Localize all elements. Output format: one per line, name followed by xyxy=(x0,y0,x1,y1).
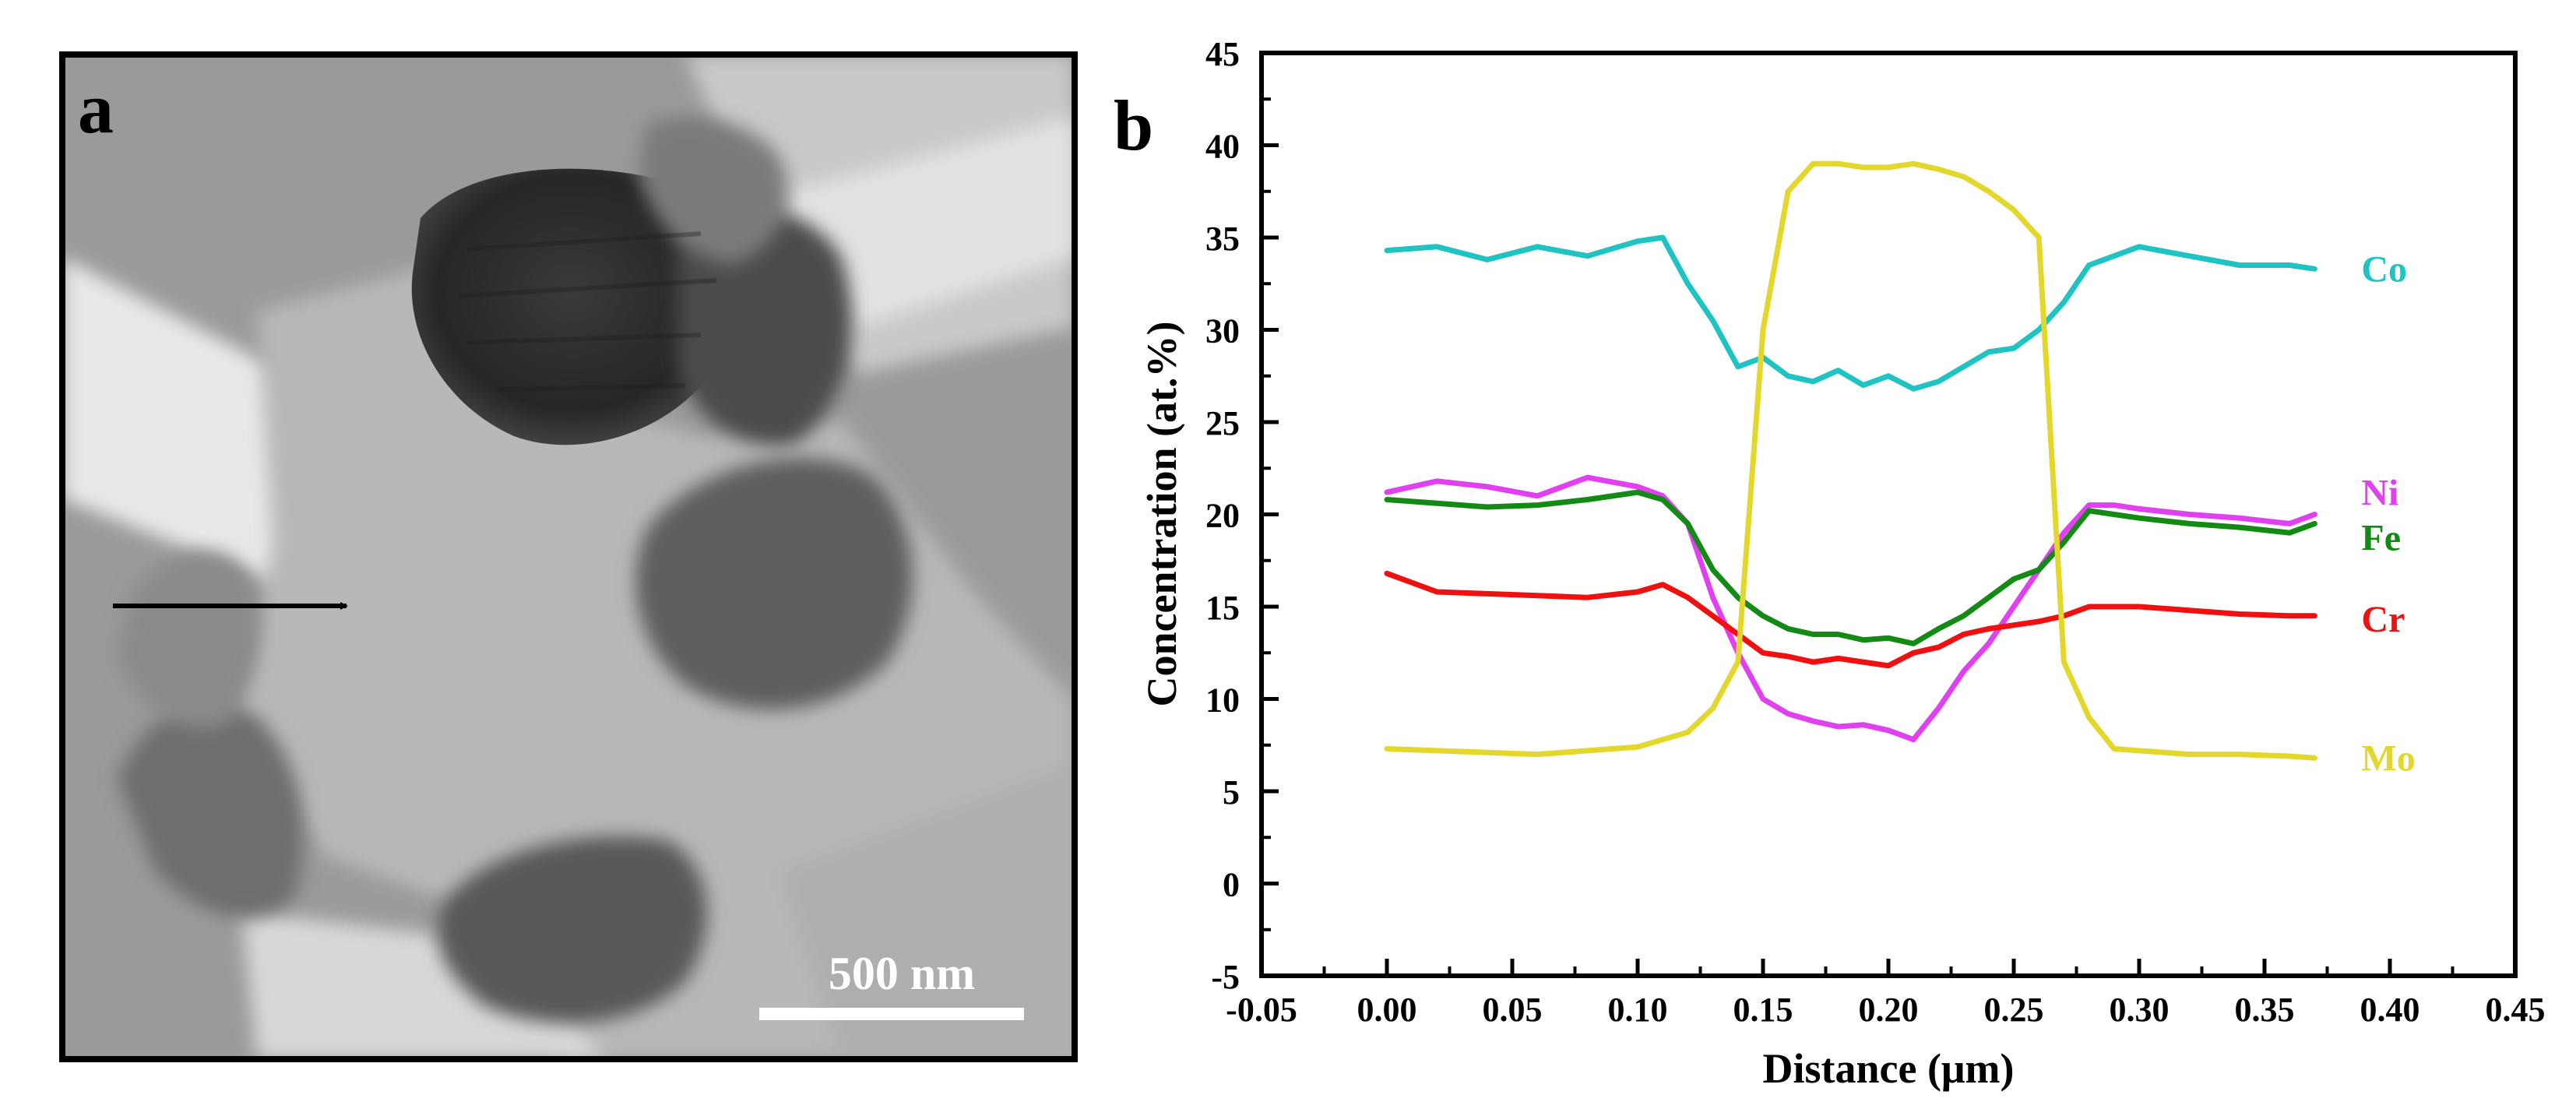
bright-band-upper-right xyxy=(779,117,1075,327)
series-lines xyxy=(1384,160,2317,761)
particle-dark-top xyxy=(411,168,733,445)
x-tick-label: 0.30 xyxy=(2110,991,2170,1029)
series-label-co: Co xyxy=(2361,248,2407,290)
y-axis: -5 0 5 10 15 20 25 30 35 40 45 xyxy=(1205,35,1279,996)
x-tick-label: 0.10 xyxy=(1608,991,1668,1029)
series-line-co xyxy=(1384,234,2317,392)
y-tick-label: 5 xyxy=(1223,773,1240,811)
x-tick-label: 0.20 xyxy=(1859,991,1919,1029)
y-tick-label: 20 xyxy=(1205,497,1240,535)
series-line-cr xyxy=(1384,570,2317,669)
x-axis-title: Distance (μm) xyxy=(1762,1045,2014,1092)
y-tick-label: 0 xyxy=(1223,866,1240,904)
x-axis: -0.05 0.00 0.05 0.10 0.15 0.20 0.25 0.30 0.35 0.4… xyxy=(1226,959,2546,1029)
y-axis-title: Concentration (at.%) xyxy=(1138,322,1185,707)
series-label-ni: Ni xyxy=(2361,473,2398,514)
series-line-mo xyxy=(1384,160,2317,761)
series-label-fe: Fe xyxy=(2361,517,2401,558)
y-tick-label: 10 xyxy=(1205,681,1240,720)
series-label-cr: Cr xyxy=(2361,599,2405,640)
tem-image xyxy=(62,55,1075,1059)
x-tick-label: 0.40 xyxy=(2360,991,2420,1029)
plot-frame xyxy=(1259,51,2518,978)
x-tick-label: 0.25 xyxy=(1984,991,2044,1029)
panel-a: a 500 nm xyxy=(59,51,1078,1062)
y-tick-label: 25 xyxy=(1205,404,1240,442)
y-tick-label: 45 xyxy=(1205,35,1240,73)
series-line-fe xyxy=(1384,489,2317,646)
y-tick-label: 35 xyxy=(1205,220,1240,258)
scale-bar xyxy=(759,1008,1024,1020)
particle-left-upper xyxy=(117,551,261,728)
y-tick-label: 40 xyxy=(1205,128,1240,166)
x-tick-label: 0.00 xyxy=(1357,991,1417,1029)
particle-left-lower xyxy=(117,702,304,918)
y-tick-label: -5 xyxy=(1211,958,1240,996)
panel-b-label: b xyxy=(1114,86,1153,165)
y-tick-label: 15 xyxy=(1205,589,1240,627)
grain-lower-right xyxy=(779,763,1075,1059)
particle-striations xyxy=(459,231,717,392)
panel-a-label: a xyxy=(78,69,114,148)
series-label-mo: Mo xyxy=(2361,738,2415,779)
scale-bar-label: 500 nm xyxy=(829,948,975,999)
x-tick-label: 0.05 xyxy=(1483,991,1543,1029)
particle-dark-top-right xyxy=(677,207,852,445)
y-tick-label: 30 xyxy=(1205,312,1240,350)
particle-bottom xyxy=(438,836,707,1023)
series-line-ni xyxy=(1384,474,2317,743)
tem-image-border xyxy=(59,51,1078,1062)
x-tick-label: 0.15 xyxy=(1733,991,1793,1029)
x-tick-label: 0.45 xyxy=(2486,991,2546,1029)
grain-lower-left xyxy=(241,911,607,1059)
particle-small-top xyxy=(639,117,788,265)
panel-b: b -0.05 0.00 0.05 0.10 0.15 0.20 0.25 0.30 0.35 0… xyxy=(1114,35,2546,1092)
x-tick-label: 0.35 xyxy=(2235,991,2295,1029)
particle-middle-right xyxy=(635,457,913,710)
x-tick-label: -0.05 xyxy=(1226,991,1297,1029)
